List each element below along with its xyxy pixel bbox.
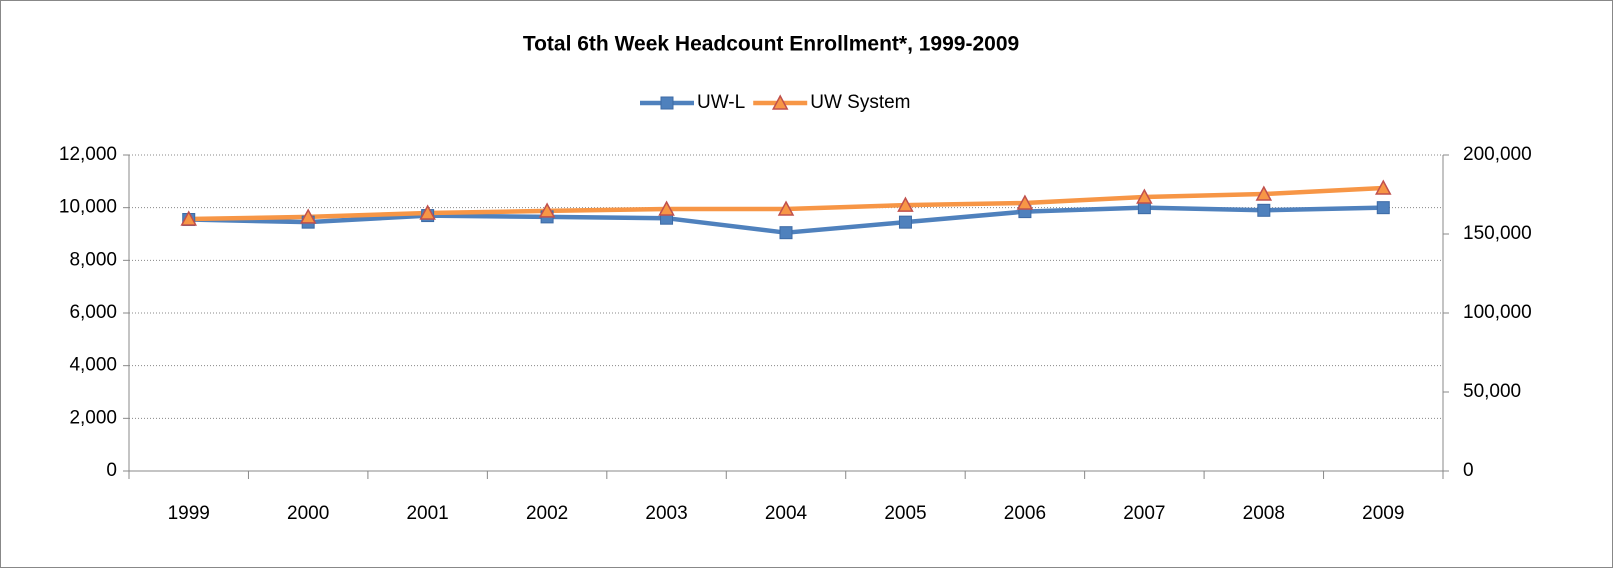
y2-tick-label: 100,000: [1463, 302, 1532, 323]
marker: [538, 202, 556, 218]
marker: [180, 210, 197, 226]
marker: [299, 208, 317, 224]
legend-label: UW-L: [697, 92, 745, 113]
marker: [1255, 185, 1273, 201]
x-tick-label: 2002: [526, 503, 568, 524]
y2-tick-label: 200,000: [1463, 144, 1532, 165]
x-tick-label: 2008: [1243, 503, 1285, 524]
x-tick-label: 2003: [645, 503, 687, 524]
marker: [660, 96, 674, 110]
chart-title: Total 6th Week Headcount Enrollment*, 19…: [523, 33, 1019, 56]
marker: [1136, 188, 1153, 204]
x-tick-label: 2009: [1362, 503, 1404, 524]
marker: [777, 200, 795, 216]
x-tick-label: 2004: [765, 503, 808, 524]
marker: [1376, 201, 1390, 215]
marker: [1016, 194, 1034, 210]
y-tick-label: 12,000: [59, 144, 117, 165]
marker: [419, 204, 436, 220]
marker: [658, 200, 675, 216]
x-tick-label: 1999: [168, 503, 210, 524]
marker: [898, 215, 912, 229]
y2-tick-label: 150,000: [1463, 223, 1532, 244]
x-tick-label: 2005: [884, 503, 926, 524]
y-tick-label: 2,000: [69, 407, 117, 428]
marker: [1257, 203, 1271, 217]
y-tick-label: 4,000: [69, 355, 117, 376]
marker: [779, 226, 793, 240]
y-tick-label: 6,000: [69, 302, 117, 323]
x-tick-label: 2000: [287, 503, 329, 524]
marker: [1375, 179, 1392, 195]
x-tick-label: 2001: [406, 503, 448, 524]
y2-tick-label: 0: [1463, 460, 1474, 481]
y-tick-label: 8,000: [69, 249, 117, 270]
y-tick-label: 0: [106, 460, 117, 481]
marker: [771, 94, 789, 110]
y-tick-label: 10,000: [59, 197, 117, 218]
x-tick-label: 2007: [1123, 503, 1165, 524]
legend-label: UW System: [810, 92, 910, 113]
y2-tick-label: 50,000: [1463, 381, 1521, 402]
x-tick-label: 2006: [1004, 503, 1046, 524]
marker: [897, 196, 914, 212]
